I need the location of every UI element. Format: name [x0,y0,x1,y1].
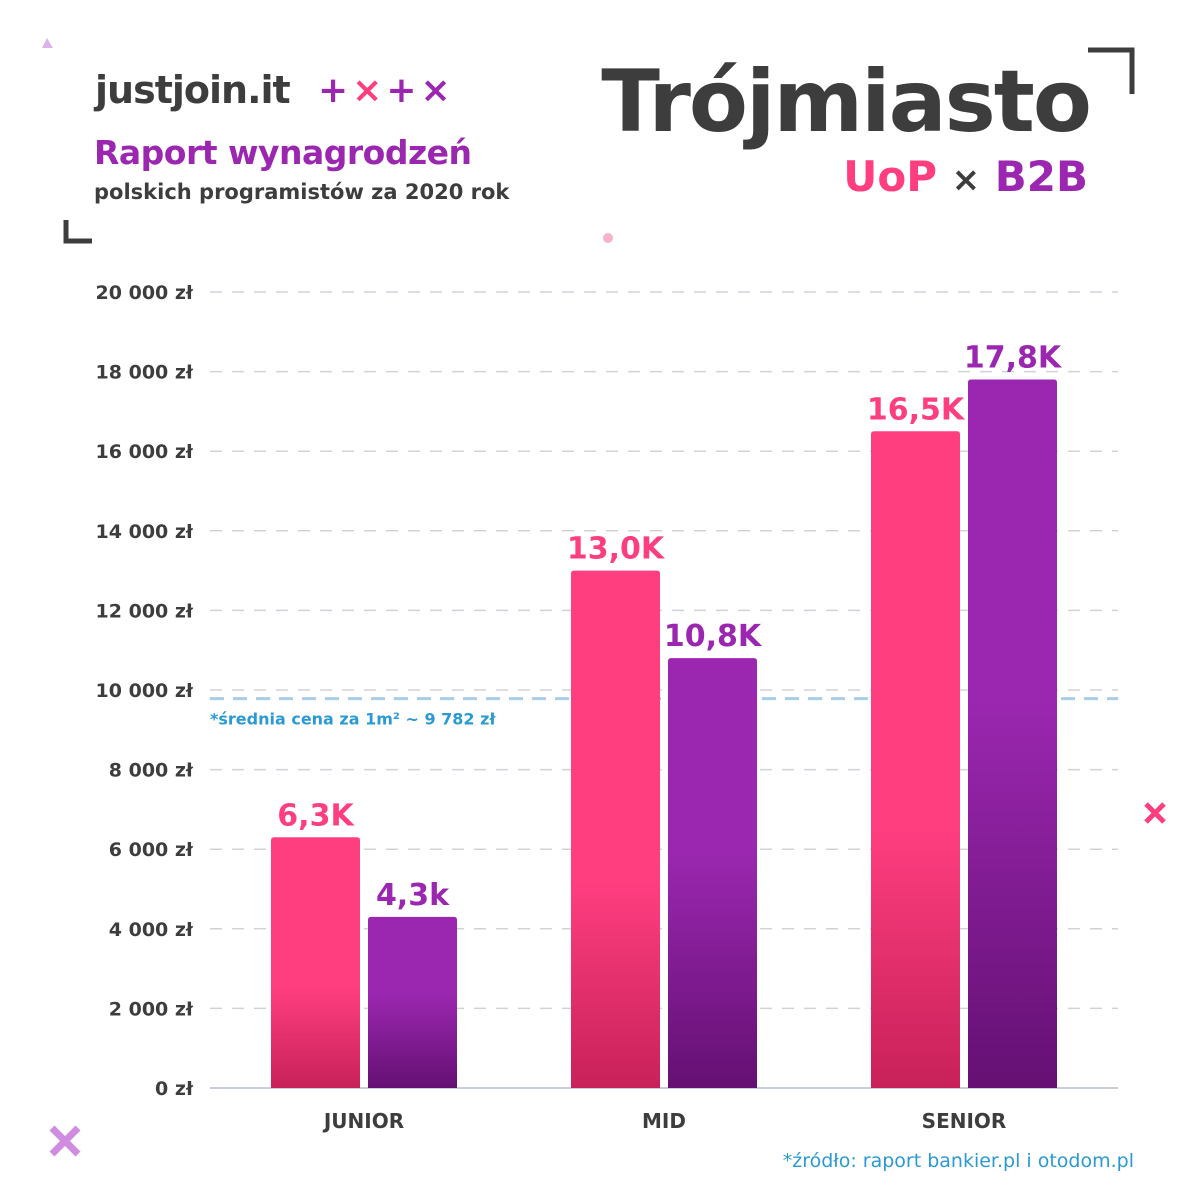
bar-uop-senior [871,431,960,1088]
triangle-decoration [42,38,53,48]
cross-icon [49,1125,81,1157]
y-tick-label: 16 000 zł [96,441,194,463]
cross-icon [1144,802,1166,824]
legend: UoP × B2B [843,152,1088,201]
dot-decoration [603,233,613,243]
y-tick-label: 6 000 zł [109,839,194,861]
plus-icon: + [386,70,421,111]
reference-line-label: *średnia cena za 1m² ~ 9 782 zł [210,710,496,729]
y-tick-label: 18 000 zł [96,362,194,384]
legend-uop: UoP [843,152,937,201]
bar-uop-mid [571,570,660,1088]
cross-icon: × [352,70,387,111]
y-tick-label: 14 000 zł [96,521,194,543]
corner-decoration [1088,47,1135,94]
y-tick-label: 10 000 zł [96,680,194,702]
data-label: 16,5K [867,392,966,427]
report-title: Raport wynagrodzeń [94,133,472,172]
y-tick-label: 0 zł [155,1078,194,1100]
bar-uop-junior [271,837,360,1088]
legend-b2b: B2B [994,152,1088,201]
data-label: 4,3k [376,878,450,913]
bar-b2b-senior [968,379,1057,1088]
data-label: 13,0K [567,532,666,567]
y-tick-label: 12 000 zł [96,600,194,622]
plus-icon: + [318,70,353,111]
bar-b2b-mid [668,658,757,1088]
corner-decoration [63,220,92,244]
y-tick-label: 20 000 zł [96,282,194,304]
x-tick-label: SENIOR [922,1109,1007,1133]
y-tick-label: 4 000 zł [109,919,194,941]
justjoin-logo: justjoin.it [95,68,291,112]
data-label: 17,8K [964,341,1063,376]
y-tick-label: 2 000 zł [109,998,194,1020]
x-tick-label: MID [642,1109,686,1133]
data-label: 10,8K [664,619,763,654]
chart-title: Trójmiasto [601,52,1092,152]
y-tick-label: 8 000 zł [109,760,194,782]
cross-icon: × [420,70,455,111]
data-label: 6,3K [277,798,355,833]
legend-separator: × [951,160,981,200]
source-note: *źródło: raport bankier.pl i otodom.pl [782,1150,1134,1172]
x-tick-label: JUNIOR [322,1109,404,1133]
logo-marks: +×+× [318,70,455,111]
bar-b2b-junior [368,916,457,1088]
report-subtitle: polskich programistów za 2020 rok [94,180,510,204]
